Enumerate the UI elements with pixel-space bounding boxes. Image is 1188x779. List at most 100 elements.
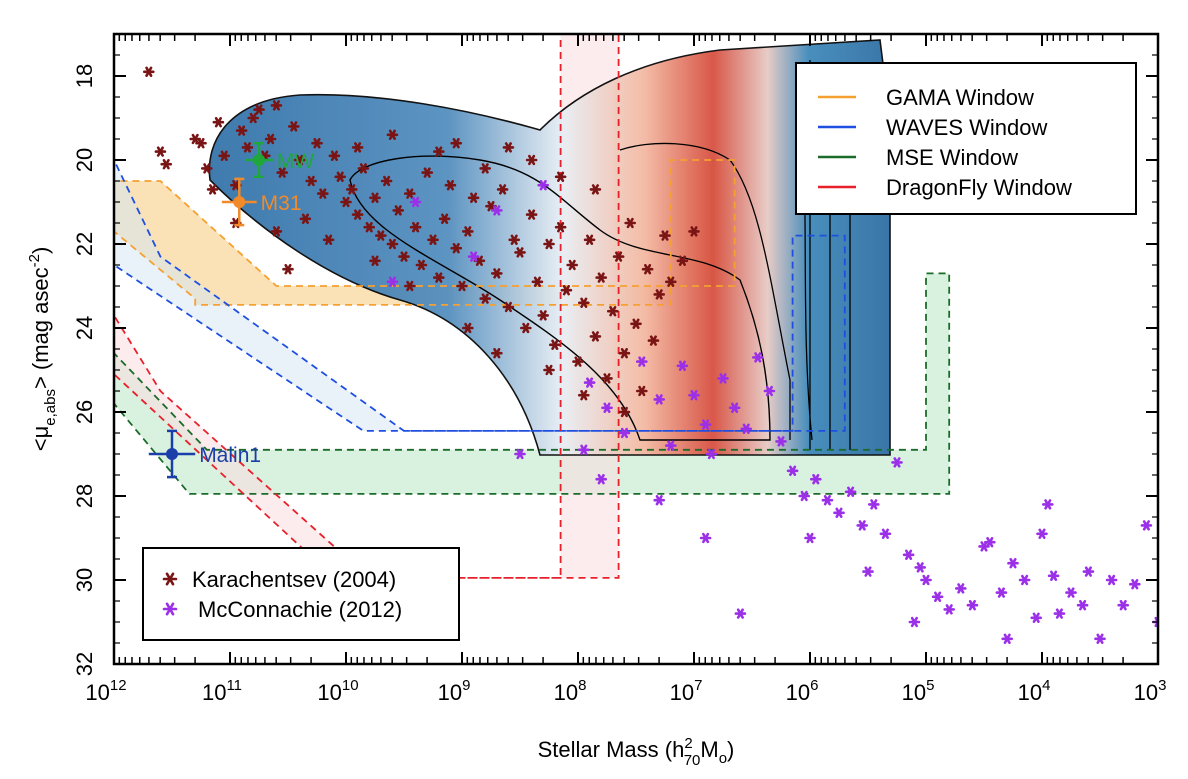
data-point-series-0: [264, 133, 277, 145]
data-point-series-1-stroke: [847, 486, 855, 497]
data-point-series-0-stroke: [562, 285, 570, 296]
data-point-series-0-stroke: [493, 348, 501, 359]
data-point-series-1-stroke: [620, 427, 628, 439]
data-point-series-1-stroke: [910, 616, 918, 628]
data-point-series-0: [595, 272, 608, 283]
data-point-series-0: [212, 117, 225, 128]
data-point-series-1-stroke: [580, 444, 588, 455]
data-point-series-0: [502, 142, 515, 153]
data-point-series-0: [525, 209, 538, 220]
data-point-series-1: [386, 276, 399, 287]
data-point-series-0: [299, 213, 312, 224]
y-tick-label: 24: [72, 316, 97, 340]
data-point-series-0: [543, 364, 555, 376]
x-tick-label: 108: [554, 677, 587, 705]
data-point-series-0-stroke: [661, 230, 669, 241]
data-point-series-1-stroke: [516, 448, 524, 460]
data-point-series-1: [537, 180, 550, 191]
data-point-series-0: [560, 285, 573, 296]
data-point-series-0-stroke: [284, 264, 292, 275]
data-point-series-1-stroke: [719, 373, 727, 384]
data-point-series-0: [432, 272, 445, 283]
data-point-series-1-stroke: [789, 465, 797, 476]
data-point-series-0: [357, 163, 370, 174]
data-point-series-0: [369, 255, 381, 266]
data-point-series-1: [833, 507, 845, 518]
data-point-series-1: [740, 423, 753, 434]
data-point-series-1-stroke: [1021, 574, 1029, 586]
x-axis-label: Stellar Mass (h2 70Mo): [538, 735, 735, 769]
data-point-series-1: [763, 385, 776, 397]
data-point-series-1: [908, 616, 921, 628]
legend-series-marker-stroke: [165, 602, 175, 616]
data-point-series-0-stroke: [243, 142, 251, 153]
data-point-series-0: [427, 234, 439, 245]
data-point-series-0-stroke: [557, 222, 565, 233]
data-point-series-0: [525, 154, 538, 166]
data-point-series-0-stroke: [667, 276, 675, 287]
data-point-series-1-stroke: [667, 440, 675, 451]
data-point-series-1-stroke: [812, 474, 820, 485]
data-point-series-0-stroke: [528, 154, 536, 166]
data-point-series-0: [589, 184, 602, 195]
data-point-series-0: [270, 226, 283, 237]
x-tick-label: 109: [438, 677, 471, 705]
data-point-series-0: [502, 301, 515, 313]
data-point-series-1: [705, 448, 718, 460]
data-point-series-0-stroke: [615, 251, 623, 262]
data-point-series-0: [305, 175, 318, 187]
data-point-series-1: [699, 532, 712, 544]
data-point-series-0: [282, 264, 294, 275]
data-point-series-0-stroke: [545, 364, 553, 376]
legend-windows-box: [795, 62, 1137, 215]
legend-series-marker: [162, 602, 178, 616]
data-point-series-0: [363, 222, 376, 233]
data-point-series-1: [409, 196, 422, 208]
data-point-series-0-stroke: [690, 226, 698, 237]
data-point-series-1: [786, 465, 799, 476]
window-outline-2: [114, 272, 951, 495]
data-point-series-0-stroke: [238, 125, 246, 136]
data-point-series-1: [688, 390, 700, 401]
data-point-series-1-stroke: [1142, 520, 1150, 531]
data-point-series-0: [467, 192, 480, 203]
legend-series-marker-stroke: [165, 572, 175, 586]
data-point-series-1: [867, 499, 880, 510]
data-point-series-0-stroke: [655, 289, 663, 300]
data-point-series-0-stroke: [220, 150, 228, 161]
data-point-series-0: [247, 112, 260, 124]
series-points: [143, 66, 1158, 644]
data-point-series-0-stroke: [522, 322, 530, 334]
data-point-series-1-stroke: [777, 436, 785, 447]
data-point-series-0: [392, 205, 405, 216]
data-point-series-0: [606, 306, 619, 317]
data-point-series-1-stroke: [678, 360, 686, 371]
data-point-series-0: [554, 171, 567, 182]
data-point-series-0: [345, 184, 358, 195]
data-point-series-0-stroke: [441, 213, 449, 224]
data-point-series-0-stroke: [481, 163, 489, 174]
data-point-series-0-stroke: [452, 138, 460, 149]
data-point-series-1: [879, 528, 892, 539]
data-point-series-1-stroke: [1079, 600, 1087, 611]
data-point-series-1-stroke: [765, 385, 773, 397]
data-point-series-1: [1007, 558, 1019, 569]
marker-mw: MW: [245, 141, 314, 179]
data-point-series-0: [450, 243, 463, 254]
data-point-series-0: [618, 348, 631, 359]
data-point-series-1: [914, 562, 927, 573]
data-point-series-1-stroke: [1154, 619, 1158, 628]
data-point-series-0-stroke: [145, 66, 153, 77]
legend-windows: GAMA Window WAVES Window MSE Window DragonF…: [795, 62, 1137, 215]
data-point-series-0: [577, 297, 590, 308]
data-point-series-0-stroke: [481, 293, 489, 304]
x-tick-label: 107: [670, 677, 703, 705]
data-point-series-0: [386, 129, 399, 140]
data-point-series-0: [386, 238, 399, 250]
data-point-series-0: [403, 188, 416, 199]
data-point-series-1-stroke: [823, 495, 831, 506]
data-point-series-0-stroke: [458, 280, 466, 292]
data-point-series-0-stroke: [464, 226, 472, 237]
data-point-series-0-stroke: [359, 163, 367, 174]
